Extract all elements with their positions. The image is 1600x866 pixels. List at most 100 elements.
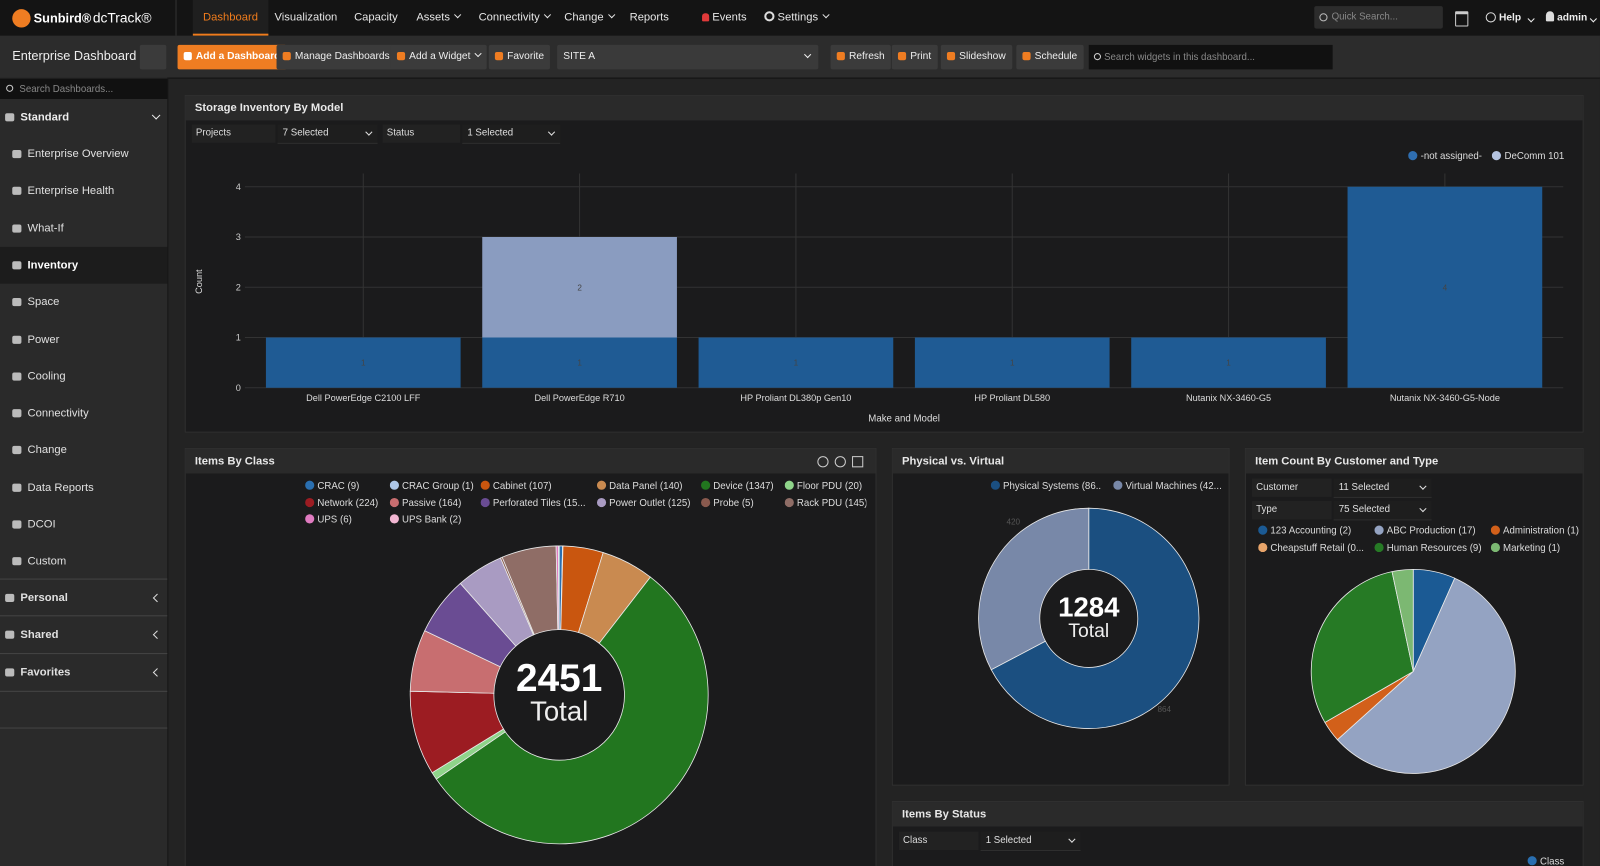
- nav-label: Settings: [777, 11, 819, 24]
- sidebar-item[interactable]: Inventory: [0, 246, 168, 284]
- legend-item[interactable]: Data Panel (140): [596, 479, 701, 496]
- sidebar-group[interactable]: Shared: [0, 617, 167, 654]
- legend-item[interactable]: Physical Systems (86...: [990, 479, 1102, 496]
- widget-header: Storage Inventory By Model: [185, 95, 1583, 121]
- icon: [12, 446, 22, 455]
- collapse-button[interactable]: [139, 44, 167, 70]
- sidebar-item[interactable]: Enterprise Overview: [0, 136, 167, 173]
- sidebar-item[interactable]: Change: [0, 432, 167, 469]
- legend-item[interactable]: UPS (6): [305, 512, 390, 529]
- action-button[interactable]: Refresh: [830, 44, 891, 70]
- legend-item[interactable]: Floor PDU (20): [784, 479, 867, 496]
- legend-item[interactable]: CRAC Group (1): [389, 479, 481, 496]
- sidebar-item[interactable]: Data Reports: [0, 469, 167, 506]
- active-underline: [192, 33, 269, 36]
- legend-item[interactable]: Human Resources (9): [1374, 540, 1490, 557]
- sidebar-item[interactable]: Space: [0, 284, 167, 321]
- toolbar-button[interactable]: Manage Dashboards: [276, 44, 396, 70]
- nav-item[interactable]: Change: [564, 0, 615, 36]
- nav-item[interactable]: Events: [702, 0, 747, 36]
- filter-select[interactable]: 1 Selected: [980, 831, 1081, 852]
- toolbar-button[interactable]: Add a Widget: [390, 44, 487, 70]
- nav-item[interactable]: Connectivity: [479, 0, 551, 36]
- icon: [12, 372, 22, 381]
- sidebar-group[interactable]: Personal: [0, 580, 167, 617]
- legend-item[interactable]: Probe (5): [701, 495, 785, 512]
- legend-item[interactable]: CRAC (9): [305, 479, 390, 496]
- dashboard-search[interactable]: Search Dashboards...: [0, 78, 168, 99]
- legend-label: Administration (1): [1503, 525, 1580, 537]
- legend-swatch: [701, 480, 711, 490]
- legend: Class: [1527, 854, 1564, 866]
- nav-item[interactable]: Assets: [416, 0, 462, 36]
- sidebar-item[interactable]: DCOI: [0, 506, 167, 543]
- widget: Physical vs. Virtual Physical Systems (86…: [891, 447, 1230, 786]
- legend-item[interactable]: Device (1347): [701, 479, 785, 496]
- action-button[interactable]: Slideshow: [940, 44, 1012, 70]
- search-placeholder: Quick Search...: [1331, 11, 1398, 23]
- filter-select[interactable]: 7 Selected: [277, 124, 378, 144]
- action-button[interactable]: Print: [891, 44, 938, 70]
- help[interactable]: Help: [1498, 12, 1522, 24]
- sidebar-item[interactable]: Cooling: [0, 358, 167, 395]
- icon: [12, 298, 22, 307]
- legend-swatch: [1408, 151, 1418, 161]
- toolbar-button[interactable]: Add a Dashboard: [177, 44, 287, 70]
- legend-item[interactable]: ABC Production (17): [1374, 523, 1490, 540]
- filter-select[interactable]: 11 Selected: [1333, 478, 1432, 498]
- nav-item[interactable]: Capacity: [354, 0, 398, 36]
- filter-select[interactable]: 75 Selected: [1333, 501, 1432, 521]
- filter: Type 75 Selected: [1252, 501, 1432, 521]
- legend-item[interactable]: Marketing (1): [1490, 540, 1593, 557]
- legend-label: Power Outlet (125): [609, 497, 691, 509]
- legend-swatch: [1527, 856, 1537, 866]
- legend-item[interactable]: Cabinet (107): [480, 479, 597, 496]
- legend-item[interactable]: Network (224): [305, 495, 390, 512]
- nav-item[interactable]: Dashboard: [192, 0, 269, 36]
- legend-item[interactable]: Administration (1): [1490, 523, 1593, 540]
- quick-search[interactable]: Quick Search...: [1314, 6, 1443, 29]
- legend-item[interactable]: Perforated Tiles (15...: [480, 495, 597, 512]
- legend-item[interactable]: Passive (164): [389, 495, 481, 512]
- filter-select[interactable]: 1 Selected: [462, 124, 561, 144]
- site-select[interactable]: SITE A: [557, 44, 819, 70]
- tool-icon[interactable]: [817, 456, 829, 468]
- legend-item[interactable]: Class: [1527, 854, 1564, 866]
- nav-item[interactable]: Visualization: [274, 0, 337, 36]
- filter-value: 7 Selected: [282, 127, 329, 139]
- toolbar-button[interactable]: Favorite: [488, 44, 551, 70]
- legend-label: Physical Systems (86...: [1003, 480, 1102, 492]
- sidebar-item[interactable]: Power: [0, 321, 167, 358]
- sidebar-label: What-If: [27, 222, 64, 235]
- tool-icon[interactable]: [834, 456, 846, 468]
- calendar-icon[interactable]: [1455, 11, 1469, 27]
- legend-item[interactable]: Rack PDU (145): [784, 495, 866, 512]
- section-header[interactable]: Standard: [0, 106, 167, 128]
- nav-item[interactable]: Reports: [630, 0, 669, 36]
- legend-item[interactable]: 123 Accounting (2): [1258, 523, 1374, 540]
- sidebar-group[interactable]: Favorites: [0, 654, 167, 691]
- sidebar-item[interactable]: Enterprise Health: [0, 173, 167, 210]
- legend-swatch: [784, 497, 794, 507]
- icon: [5, 593, 15, 603]
- icon: [282, 52, 291, 61]
- nav-item[interactable]: Settings: [764, 0, 830, 36]
- legend-item[interactable]: UPS Bank (2): [389, 512, 481, 529]
- legend: 123 Accounting (2) ABC Production (17) Adm…: [1258, 523, 1593, 557]
- sidebar-label: Space: [27, 296, 60, 309]
- legend-item[interactable]: Cheapstuff Retail (0...: [1258, 540, 1374, 557]
- legend-item[interactable]: Virtual Machines (42...: [1113, 479, 1222, 496]
- legend-item[interactable]: -not assigned-: [1408, 149, 1482, 166]
- tool-icon[interactable]: [852, 456, 864, 468]
- icon: [12, 520, 22, 529]
- action-button[interactable]: Schedule: [1016, 44, 1084, 70]
- user[interactable]: admin: [1557, 12, 1588, 24]
- sidebar-item[interactable]: What-If: [0, 210, 167, 247]
- sidebar-item[interactable]: Custom: [0, 543, 167, 580]
- nav-label: Events: [712, 11, 747, 24]
- sidebar-item[interactable]: Connectivity: [0, 395, 167, 432]
- legend-item[interactable]: DeComm 101: [1492, 149, 1564, 166]
- legend-item[interactable]: Power Outlet (125): [596, 495, 701, 512]
- widget-search[interactable]: Search widgets in this dashboard...: [1088, 44, 1333, 70]
